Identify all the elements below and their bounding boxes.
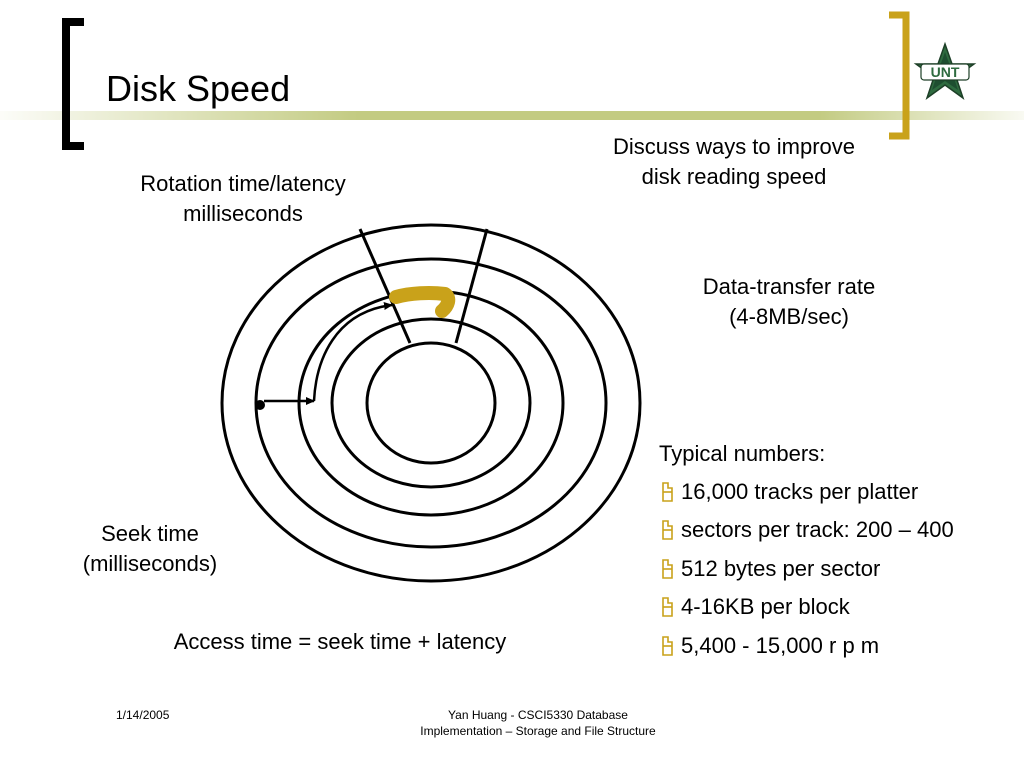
right-bracket bbox=[889, 11, 910, 140]
bullet-icon bbox=[662, 597, 673, 617]
footer-credit-line-1: Yan Huang - CSCI5330 Database bbox=[448, 708, 628, 722]
seek-label: Seek time (milliseconds) bbox=[64, 519, 236, 579]
footer-credit-line-2: Implementation – Storage and File Struct… bbox=[420, 724, 656, 738]
logo-text: UNT bbox=[931, 64, 960, 80]
data-block-highlight bbox=[389, 286, 456, 318]
page-title: Disk Speed bbox=[106, 68, 291, 109]
rotation-line-1: Rotation time/latency bbox=[140, 171, 346, 196]
list-item-text: 16,000 tracks per platter bbox=[681, 479, 919, 504]
track-ring-4 bbox=[330, 317, 532, 489]
bullet-icon bbox=[662, 558, 673, 579]
typical-numbers-heading: Typical numbers: bbox=[659, 441, 826, 466]
bullet-icon bbox=[662, 520, 673, 541]
rotation-label: Rotation time/latency milliseconds bbox=[118, 169, 368, 229]
seek-line-1: Seek time bbox=[101, 521, 199, 546]
read-head-dot bbox=[255, 400, 265, 410]
rotation-line-2: milliseconds bbox=[183, 201, 303, 226]
list-item-text: 512 bytes per sector bbox=[681, 555, 881, 581]
sector-line-left bbox=[358, 228, 412, 344]
bullet-icon bbox=[662, 635, 673, 656]
list-item: 5,400 - 15,000 r p m bbox=[659, 631, 954, 669]
list-item: 4-16KB per block bbox=[659, 592, 954, 630]
discuss-label: Discuss ways to improve disk reading spe… bbox=[594, 132, 874, 192]
list-item: 512 bytes per sector bbox=[659, 554, 954, 592]
bullet-icon bbox=[662, 482, 673, 502]
track-ring-2 bbox=[254, 257, 608, 549]
sector-line-right bbox=[454, 228, 489, 344]
discuss-line-1: Discuss ways to improve bbox=[612, 134, 856, 159]
seek-line-2: (milliseconds) bbox=[82, 551, 218, 576]
list-item: sectors per track: 200 – 400 bbox=[659, 515, 954, 553]
rotation-arrow bbox=[312, 302, 393, 402]
list-item-text: sectors per track: 200 – 400 bbox=[681, 517, 954, 543]
unt-logo: UNT bbox=[913, 41, 977, 100]
discuss-line-2: disk reading speed bbox=[641, 164, 827, 189]
track-ring-1 bbox=[220, 223, 642, 583]
footer-credit: Yan Huang - CSCI5330 Database Implementa… bbox=[388, 707, 688, 739]
transfer-line-1: Data-transfer rate bbox=[702, 274, 876, 299]
transfer-line-2: (4-8MB/sec) bbox=[729, 304, 849, 329]
track-ring-3 bbox=[297, 289, 565, 517]
list-item-text: 5,400 - 15,000 r p m bbox=[681, 632, 880, 658]
track-ring-5 bbox=[365, 341, 497, 465]
typical-numbers-list: 16,000 tracks per platter sectors per tr… bbox=[659, 477, 954, 669]
left-bracket bbox=[62, 18, 84, 150]
footer-date: 1/14/2005 bbox=[116, 708, 170, 722]
transfer-label: Data-transfer rate (4-8MB/sec) bbox=[684, 272, 894, 332]
access-time-label: Access time = seek time + latency bbox=[173, 629, 507, 654]
list-item: 16,000 tracks per platter bbox=[659, 477, 954, 515]
list-item-text: 4-16KB per block bbox=[681, 594, 850, 620]
